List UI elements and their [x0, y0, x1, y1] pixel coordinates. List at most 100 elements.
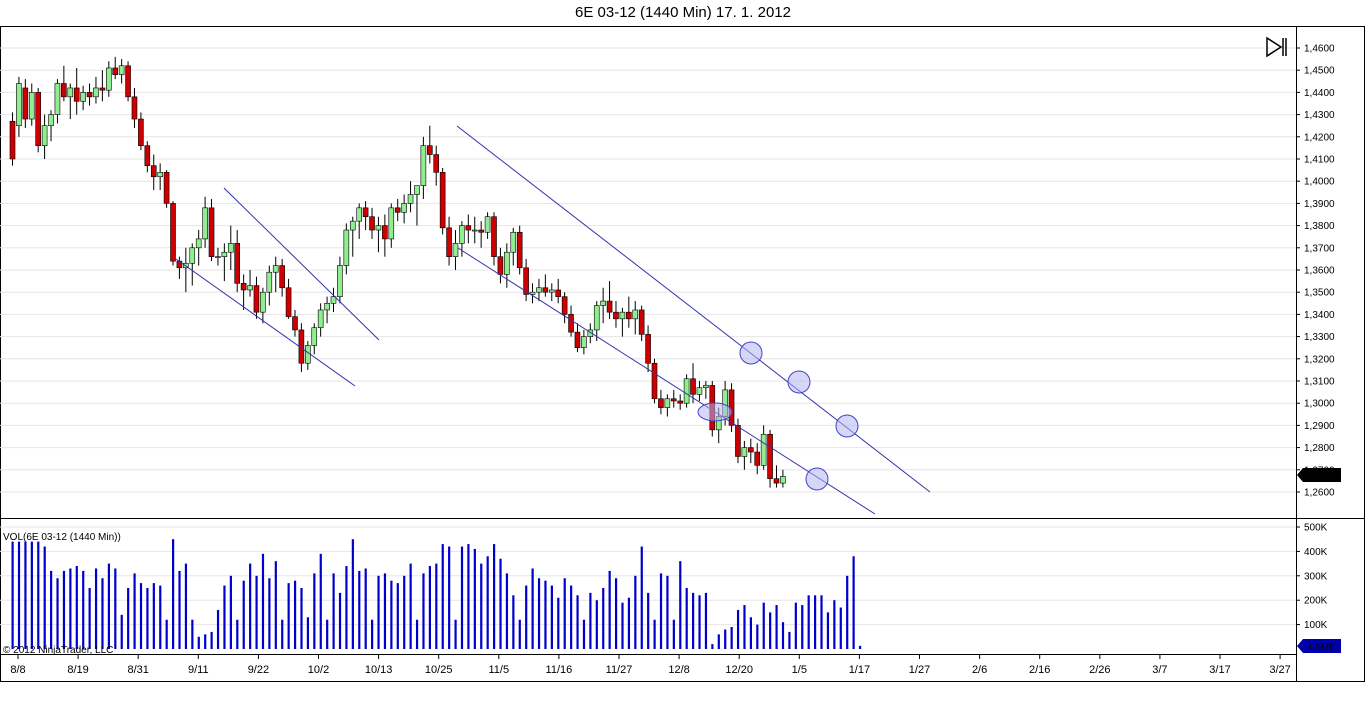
- candle-body-down: [234, 243, 240, 284]
- volume-bar: [210, 631, 213, 649]
- play-pause-icon[interactable]: [1266, 36, 1287, 58]
- candle: [330, 287, 337, 313]
- volume-bar: [454, 619, 457, 649]
- candle-body-up: [189, 247, 196, 264]
- volume-bar: [293, 580, 297, 649]
- volume-tick-label: 400K: [1304, 547, 1328, 558]
- price-tick-label: 1,2600: [1304, 488, 1335, 499]
- candle: [703, 381, 709, 399]
- candle-body-up: [317, 309, 324, 329]
- date-tick-label: 11/5: [489, 664, 510, 676]
- volume-bar: [537, 578, 541, 649]
- volume-bar: [685, 588, 688, 649]
- candle: [86, 83, 93, 106]
- candle: [16, 76, 22, 137]
- volume-bar: [364, 568, 367, 649]
- candle: [465, 214, 472, 244]
- candle-body-down: [35, 92, 41, 146]
- volume-bar: [390, 580, 393, 649]
- volume-bar: [544, 580, 547, 649]
- candle: [125, 61, 131, 102]
- candle-body-up: [337, 265, 343, 297]
- volume-bar: [172, 539, 175, 649]
- volume-bar: [736, 609, 740, 649]
- price-tick-label: 1,3600: [1304, 266, 1335, 277]
- candle: [632, 301, 639, 335]
- candle-body-down: [61, 83, 67, 98]
- candle-body-down: [253, 285, 260, 313]
- price-tick-label: 1,4600: [1304, 44, 1335, 55]
- date-tick-label: 1/17: [849, 664, 870, 676]
- price-tick-label: 1,3700: [1304, 243, 1335, 254]
- volume-bar: [139, 583, 143, 649]
- candle: [28, 83, 35, 126]
- date-tick-label: 3/27: [1269, 664, 1290, 676]
- price-tick-label: 1,3500: [1304, 288, 1335, 299]
- candle-body-down: [163, 172, 170, 204]
- candle-body-down: [433, 154, 440, 173]
- candle-body-up: [510, 231, 517, 253]
- candle-body-up: [247, 285, 253, 291]
- volume-bar: [846, 575, 849, 649]
- trendline: [223, 187, 380, 341]
- last-price-tag: [1297, 468, 1341, 482]
- candle: [516, 225, 523, 275]
- candle-body-up: [41, 125, 48, 146]
- candle-body-up: [504, 251, 510, 275]
- volume-bar: [101, 578, 104, 649]
- date-tick-label: 12/20: [725, 664, 753, 676]
- candle: [61, 65, 67, 102]
- volume-bar: [300, 588, 303, 649]
- candle-body-down: [112, 67, 119, 75]
- volume-bar: [486, 556, 489, 649]
- candle: [760, 425, 767, 470]
- candle: [356, 203, 362, 239]
- candle: [471, 216, 478, 244]
- candle: [260, 287, 266, 324]
- highlight-circle: [787, 370, 811, 394]
- candle: [131, 87, 138, 128]
- volume-bar: [127, 588, 130, 649]
- trendline: [175, 258, 356, 387]
- volume-bar: [563, 578, 566, 649]
- candle: [118, 59, 125, 84]
- candle-body-up: [54, 83, 61, 115]
- candle-body-down: [73, 87, 80, 102]
- highlight-ellipse: [697, 402, 733, 422]
- candle: [741, 440, 748, 470]
- candle-body-up: [343, 229, 350, 266]
- candle: [593, 301, 600, 342]
- last-volume-tag: [1297, 639, 1341, 653]
- candle: [48, 110, 54, 142]
- candle-body-down: [773, 478, 780, 484]
- candle-body-down: [240, 283, 247, 291]
- candle-body-down: [86, 92, 93, 98]
- volume-bar: [223, 585, 226, 649]
- volume-bar: [839, 607, 842, 649]
- candle-body-up: [157, 172, 163, 178]
- volume-panel-label: VOL(6E 03-12 (1440 Min)): [3, 532, 121, 543]
- trend-channel-drawings[interactable]: [175, 125, 931, 515]
- date-tick-label: 9/11: [188, 664, 209, 676]
- candle-body-up: [48, 114, 54, 126]
- candle: [651, 358, 658, 404]
- candle: [35, 87, 41, 153]
- candle: [375, 216, 382, 253]
- volume-bar: [43, 546, 46, 649]
- candle: [613, 301, 619, 328]
- price-tick-label: 1,3300: [1304, 332, 1335, 343]
- volume-bar: [338, 592, 342, 649]
- volume-bar: [640, 546, 643, 649]
- candle: [311, 323, 318, 355]
- volume-bar: [287, 583, 290, 649]
- volume-bar: [50, 570, 53, 649]
- candle: [285, 278, 292, 319]
- volume-bar: [756, 624, 759, 649]
- candle-body-up: [195, 238, 202, 249]
- price-tick-label: 1,3800: [1304, 221, 1335, 232]
- candle: [677, 394, 683, 410]
- volume-bar: [788, 631, 791, 649]
- candle-body-down: [690, 378, 696, 395]
- candle-body-down: [99, 87, 106, 91]
